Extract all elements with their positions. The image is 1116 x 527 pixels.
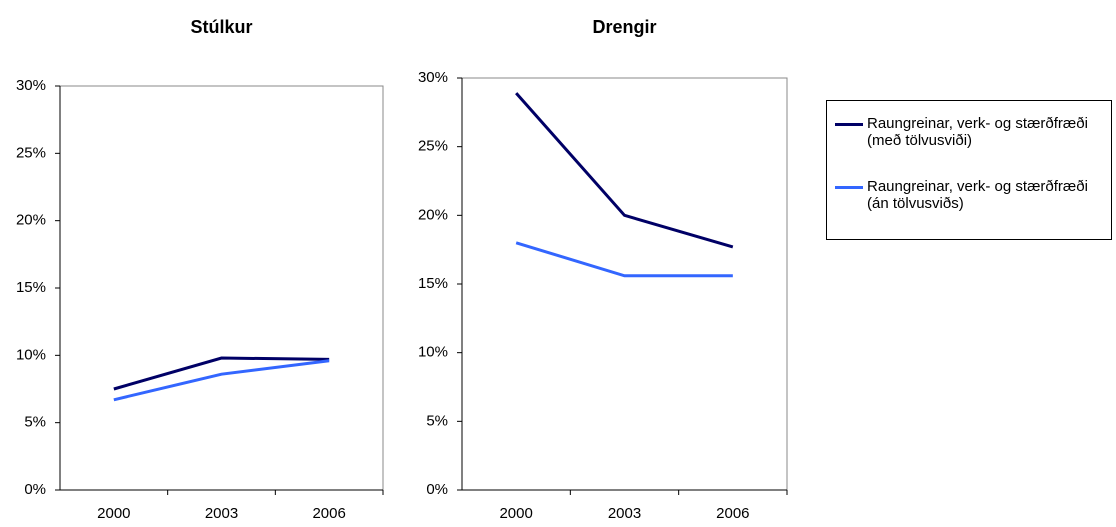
chart-title: Drengir — [592, 17, 656, 37]
legend-label: Raungreinar, verk- og stærðfræði (með tö… — [867, 115, 1088, 149]
line-series — [515, 92, 734, 249]
y-tick-label: 0% — [24, 481, 46, 498]
y-tick-label: 10% — [16, 346, 46, 363]
legend: Raungreinar, verk- og stærðfræði (með tö… — [826, 100, 1112, 240]
line-series — [113, 359, 330, 402]
y-tick-label: 20% — [418, 206, 448, 223]
chart-title: Stúlkur — [190, 17, 252, 37]
y-tick-label: 15% — [16, 279, 46, 296]
y-tick-label: 15% — [418, 275, 448, 292]
legend-swatch — [835, 186, 863, 189]
plot-frame — [461, 77, 788, 491]
legend-entry: Raungreinar, verk- og stærðfræði (með tö… — [835, 115, 1111, 149]
line-series — [515, 241, 733, 278]
line-series — [113, 356, 330, 391]
legend-swatch — [835, 123, 863, 126]
legend-entry: Raungreinar, verk- og stærðfræði (án töl… — [835, 178, 1111, 212]
x-tick-label: 2003 — [608, 505, 641, 522]
y-tick-label: 5% — [24, 414, 46, 431]
y-tick-label: 5% — [426, 412, 448, 429]
y-tick-label: 25% — [16, 144, 46, 161]
y-tick-label: 25% — [418, 138, 448, 155]
y-tick-label: 30% — [418, 69, 448, 86]
x-tick-label: 2000 — [97, 505, 130, 522]
x-tick-label: 2003 — [205, 505, 238, 522]
x-tick-label: 2000 — [499, 505, 532, 522]
y-tick-label: 30% — [16, 77, 46, 94]
x-tick-label: 2006 — [312, 505, 345, 522]
x-tick-label: 2006 — [716, 505, 749, 522]
y-tick-label: 0% — [426, 481, 448, 498]
y-tick-label: 20% — [16, 212, 46, 229]
legend-label: Raungreinar, verk- og stærðfræði (án töl… — [867, 178, 1088, 212]
y-tick-label: 10% — [418, 344, 448, 361]
plot-frame — [59, 85, 384, 491]
